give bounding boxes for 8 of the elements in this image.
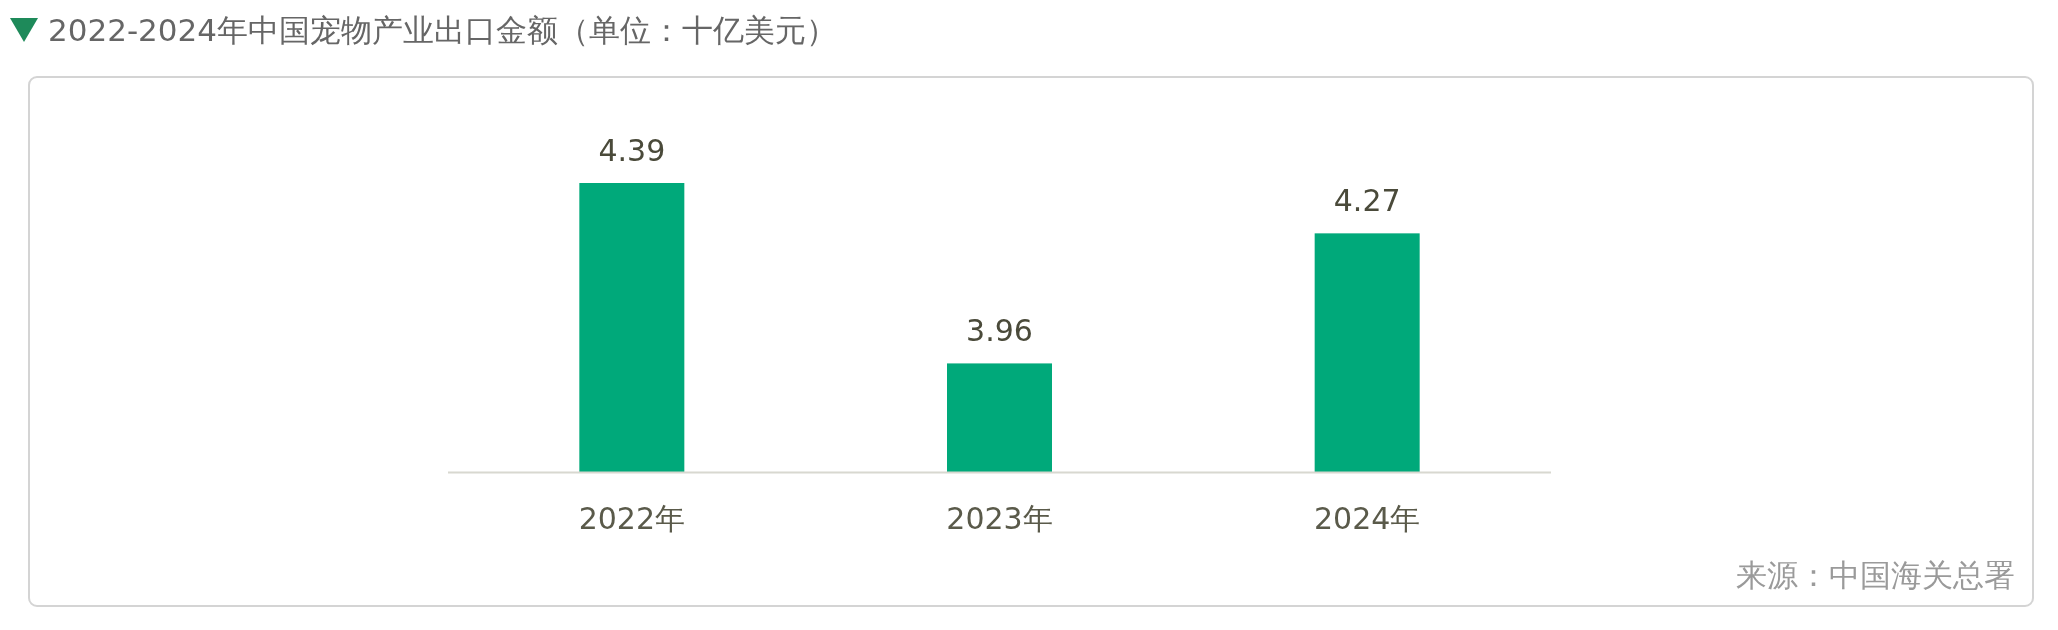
x-tick-label: 2024年 [1313,501,1421,536]
data-label: 4.39 [598,133,666,168]
data-label: 3.96 [966,313,1033,349]
chart-title: 2022-2024年中国宠物产业出口金额（单位：十亿美元） [48,12,837,48]
data-label: 4.27 [1333,183,1401,219]
x-tick-label: 2022年 [578,501,686,536]
source-note: 来源：中国海关总署 [1736,557,2015,593]
x-tick-label: 2023年 [946,501,1053,536]
